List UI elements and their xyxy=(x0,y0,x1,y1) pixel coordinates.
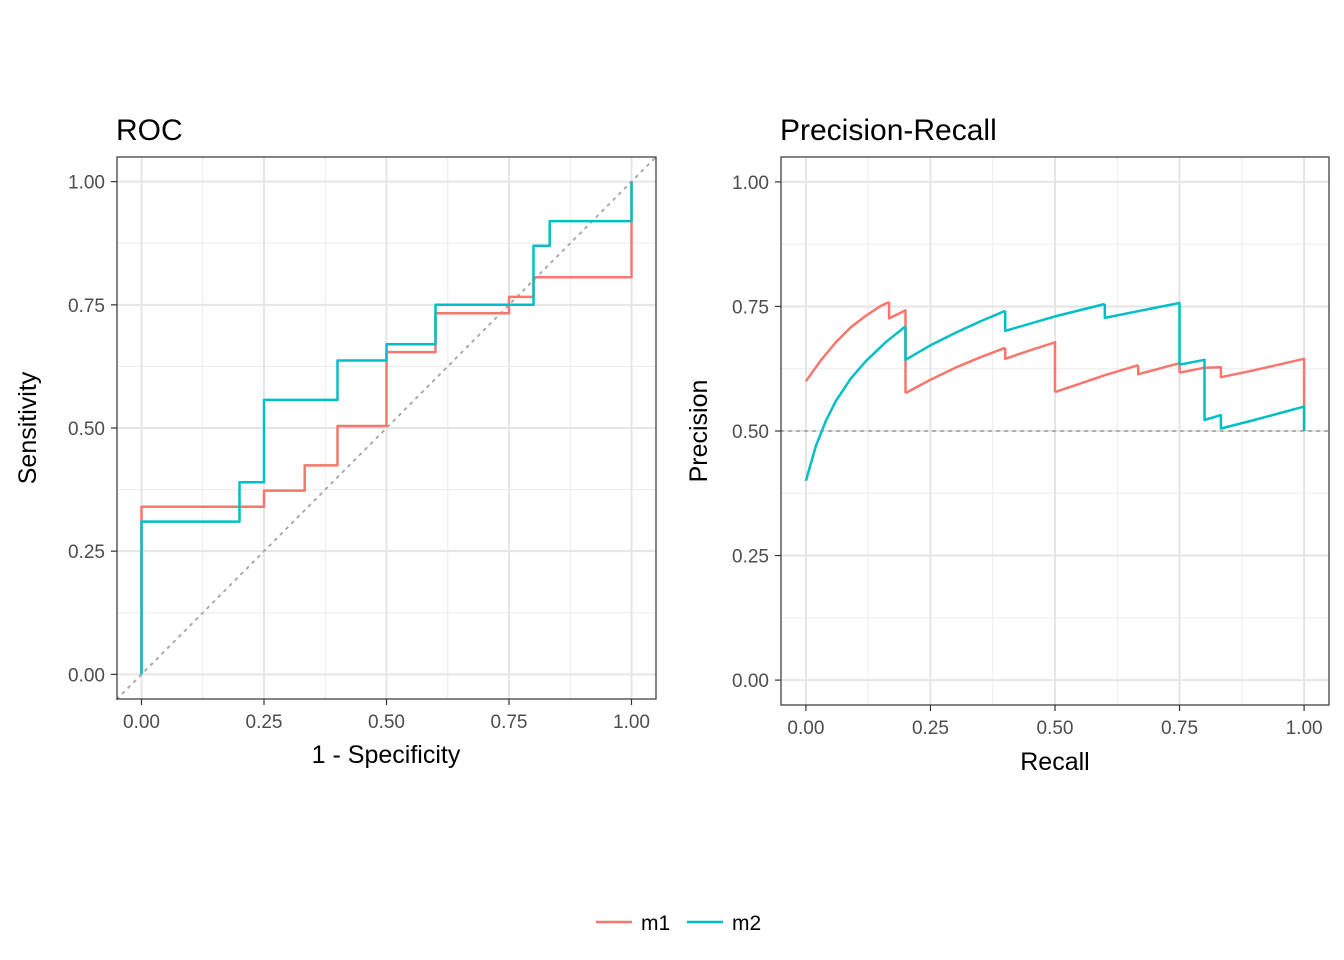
roc-x-ticks: 0.00 0.25 0.50 0.75 1.00 xyxy=(123,699,650,733)
pr-x-axis-label: Recall xyxy=(1020,748,1089,776)
roc-y-tick-label: 1.00 xyxy=(68,173,105,194)
precision-recall-panel: Precision-Recall 0.00 0.25 0.50 0.75 1.00 0.… xyxy=(685,114,1330,776)
roc-x-tick-label: 0.75 xyxy=(491,712,528,733)
pr-y-axis-label: Precision xyxy=(685,380,713,483)
roc-series-m2-line xyxy=(140,181,633,675)
pr-series-m2-segment-2 xyxy=(1003,302,1106,333)
pr-series-m2-segment-1 xyxy=(904,309,1006,362)
roc-x-tick-label: 0.00 xyxy=(123,712,160,733)
pr-y-ticks: 0.00 0.25 0.50 0.75 1.00 xyxy=(732,173,781,692)
pr-x-tick-label: 0.75 xyxy=(1161,718,1198,739)
roc-x-tick-label: 0.50 xyxy=(368,712,405,733)
roc-y-tick-label: 0.75 xyxy=(68,296,105,317)
pr-series-m2-segment-4 xyxy=(1179,358,1306,431)
pr-y-tick-label: 1.00 xyxy=(732,173,769,194)
pr-x-tick-label: 1.00 xyxy=(1286,718,1323,739)
pr-x-ticks: 0.00 0.25 0.50 0.75 1.00 xyxy=(787,705,1323,739)
pr-series-m1-segment-3 xyxy=(1003,341,1057,393)
roc-y-tick-label: 0.25 xyxy=(68,542,105,563)
roc-x-axis-label: 1 - Specificity xyxy=(312,741,461,769)
pr-series xyxy=(804,300,1306,482)
pr-y-tick-label: 0.25 xyxy=(732,547,769,568)
roc-y-tick-label: 0.00 xyxy=(68,665,105,686)
pr-series-m1-segment-4 xyxy=(1054,364,1139,394)
roc-title: ROC xyxy=(116,114,183,147)
pr-y-tick-label: 0.50 xyxy=(732,422,769,443)
precision-recall-title: Precision-Recall xyxy=(780,114,997,147)
pr-series-m2-segment-0 xyxy=(804,325,907,482)
roc-x-tick-label: 1.00 xyxy=(613,712,650,733)
pr-series-m1-segment-2 xyxy=(904,346,1006,395)
pr-series-m2-segment-3 xyxy=(1103,301,1181,365)
pr-y-tick-label: 0.00 xyxy=(732,671,769,692)
roc-reference-dotted-line xyxy=(116,156,657,700)
legend-label-m1: m1 xyxy=(641,912,670,935)
legend-label-m2: m2 xyxy=(732,912,761,935)
roc-y-tick-label: 0.50 xyxy=(68,419,105,440)
roc-panel: ROC 0.00 0.25 0.50 0.75 1.00 0.00 0.25 0.50 0.7… xyxy=(14,114,657,769)
pr-x-tick-label: 0.50 xyxy=(1037,718,1074,739)
roc-reference-line xyxy=(116,156,657,700)
roc-y-axis-label: Sensitivity xyxy=(14,371,42,484)
pr-y-tick-label: 0.75 xyxy=(732,297,769,318)
roc-x-tick-label: 0.25 xyxy=(246,712,283,733)
roc-series xyxy=(140,181,633,675)
pr-series-m1-segment-0 xyxy=(804,300,890,382)
pr-series-m1-segment-5 xyxy=(1136,361,1181,376)
pr-x-tick-label: 0.00 xyxy=(787,718,824,739)
pr-x-tick-label: 0.25 xyxy=(912,718,949,739)
roc-y-ticks: 0.00 0.25 0.50 0.75 1.00 xyxy=(68,173,117,686)
legend: m1 m2 xyxy=(596,912,761,935)
